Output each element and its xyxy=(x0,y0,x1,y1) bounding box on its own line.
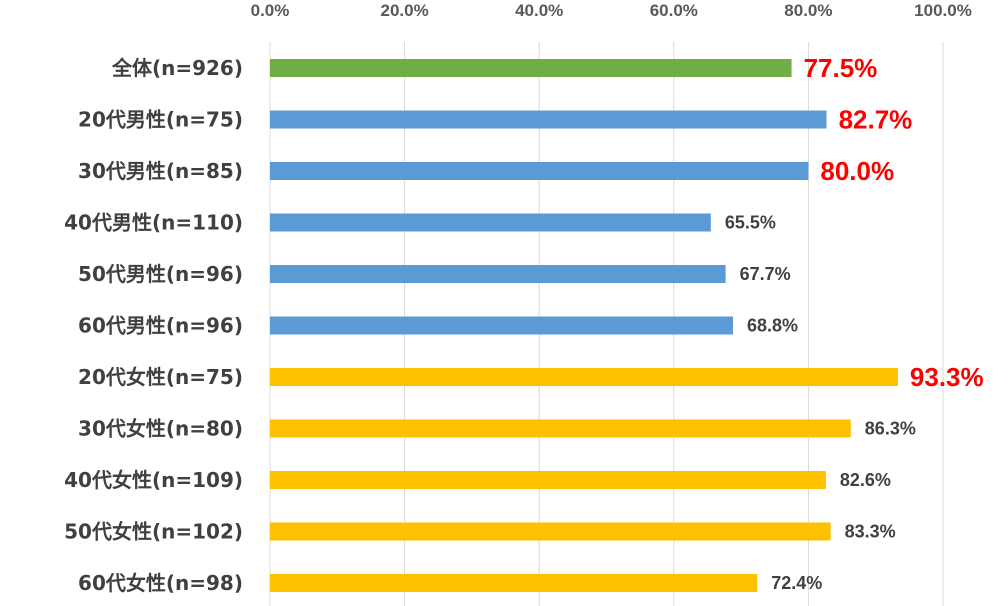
category-label: 全体(n=926) xyxy=(111,56,243,80)
value-label: 65.5% xyxy=(725,213,776,233)
bar xyxy=(270,522,831,541)
bar xyxy=(270,471,826,489)
value-labels: 77.5% 82.7% 80.0% 65.5% 67.7% 68.8% 93.3% 86.3%… xyxy=(725,53,984,593)
bar xyxy=(270,419,851,438)
bar xyxy=(270,316,734,335)
category-label: 40代男性(n=110) xyxy=(64,211,243,235)
value-label: 83.3% xyxy=(845,522,896,542)
bar xyxy=(270,368,898,386)
x-tick-label: 20.0% xyxy=(380,1,428,20)
bar xyxy=(270,265,726,283)
x-tick-label: 100.0% xyxy=(914,1,972,20)
x-tick-label: 80.0% xyxy=(784,1,832,20)
category-label: 40代女性(n=109) xyxy=(64,468,243,492)
value-label: 82.6% xyxy=(840,470,891,490)
value-label: 72.4% xyxy=(771,573,822,593)
value-label: 67.7% xyxy=(740,264,791,284)
category-label: 50代女性(n=102) xyxy=(64,520,243,544)
category-label: 50代男性(n=96) xyxy=(78,262,243,286)
value-label: 80.0% xyxy=(820,156,894,186)
bars xyxy=(270,59,898,592)
x-tick-label: 0.0% xyxy=(251,1,290,20)
x-axis-tick-labels: 0.0% 20.0% 40.0% 60.0% 80.0% 100.0% xyxy=(251,1,972,20)
x-tick-label: 40.0% xyxy=(515,1,563,20)
value-label: 77.5% xyxy=(804,53,878,83)
value-label: 68.8% xyxy=(747,316,798,336)
bar xyxy=(270,162,809,180)
bar xyxy=(270,213,711,232)
value-label: 93.3% xyxy=(910,362,984,392)
value-label: 82.7% xyxy=(839,105,913,135)
x-tick-label: 60.0% xyxy=(650,1,698,20)
category-labels: 全体(n=926) 20代男性(n=75) 30代男性(n=85) 40代男性(n=1… xyxy=(64,56,243,595)
bar xyxy=(270,110,827,129)
value-label: 86.3% xyxy=(865,419,916,439)
category-label: 60代男性(n=96) xyxy=(78,314,243,338)
category-label: 20代女性(n=75) xyxy=(78,365,243,389)
category-label: 60代女性(n=98) xyxy=(78,571,243,595)
category-label: 30代女性(n=80) xyxy=(78,417,243,441)
bar xyxy=(270,59,792,77)
category-label: 30代男性(n=85) xyxy=(78,159,243,183)
category-label: 20代男性(n=75) xyxy=(78,108,243,132)
bar xyxy=(270,574,758,592)
